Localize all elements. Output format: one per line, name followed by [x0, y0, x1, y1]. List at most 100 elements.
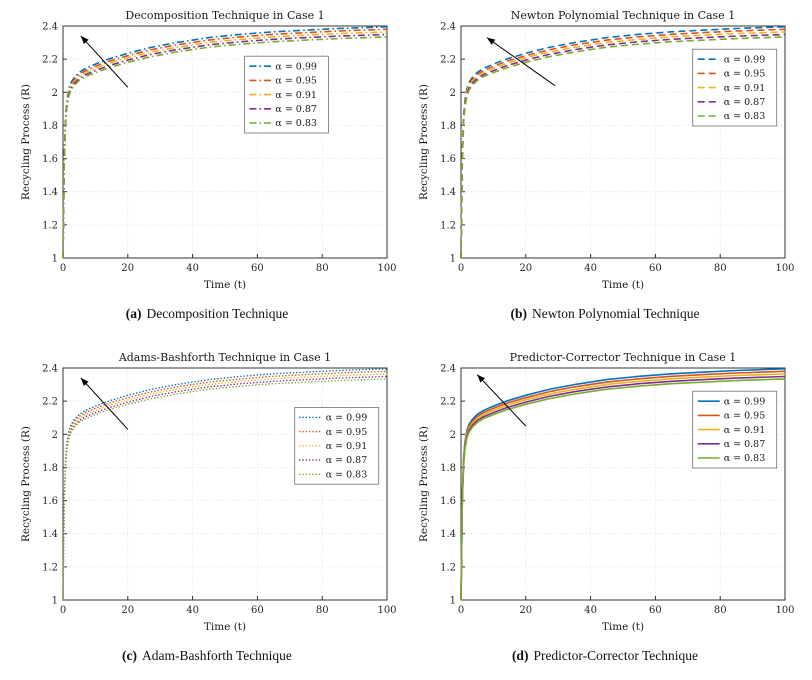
- svg-text:Time (t): Time (t): [204, 279, 246, 291]
- svg-text:1: 1: [450, 254, 456, 265]
- svg-text:Recycling Process (R): Recycling Process (R): [418, 84, 430, 200]
- svg-text:1.2: 1.2: [42, 562, 58, 573]
- svg-text:1.6: 1.6: [440, 496, 456, 507]
- svg-text:1.6: 1.6: [42, 496, 58, 507]
- svg-text:2.2: 2.2: [440, 397, 456, 408]
- svg-text:α = 0.95: α = 0.95: [724, 69, 766, 80]
- svg-text:1.4: 1.4: [440, 529, 456, 540]
- svg-text:α = 0.87: α = 0.87: [326, 455, 368, 466]
- svg-text:α = 0.83: α = 0.83: [326, 469, 368, 480]
- svg-text:2: 2: [52, 430, 58, 441]
- svg-text:0: 0: [60, 263, 66, 274]
- svg-text:0: 0: [458, 605, 464, 616]
- svg-text:2.2: 2.2: [42, 55, 58, 66]
- caption-b-text: Newton Polynomial Technique: [531, 306, 700, 321]
- svg-text:α = 0.91: α = 0.91: [724, 425, 766, 436]
- svg-text:α = 0.87: α = 0.87: [724, 439, 766, 450]
- svg-text:1: 1: [52, 596, 58, 607]
- svg-text:α = 0.87: α = 0.87: [724, 97, 766, 108]
- svg-text:2.4: 2.4: [440, 22, 456, 33]
- svg-text:α = 0.95: α = 0.95: [326, 427, 368, 438]
- svg-text:Decomposition Technique in Cas: Decomposition Technique in Case 1: [125, 9, 324, 22]
- svg-text:α = 0.87: α = 0.87: [275, 104, 317, 115]
- svg-text:1.4: 1.4: [440, 187, 456, 198]
- panel-newton-polynomial: 0 20 40 60 80 100 1 1.2 1.4 1.6 1.8 2 2.2 2.4 Newton P…: [406, 6, 804, 338]
- svg-text:2.4: 2.4: [440, 364, 456, 375]
- svg-text:α = 0.91: α = 0.91: [326, 441, 368, 452]
- adams-bashforth-chart: 0 20 40 60 80 100 1 1.2 1.4 1.6 1.8 2 2.2 2.4 Adams-Ba…: [20, 351, 397, 633]
- caption-b: (b) Newton Polynomial Technique: [510, 306, 699, 322]
- caption-c: (c) Adam-Bashforth Technique: [122, 648, 292, 664]
- caption-c-text: Adam-Bashforth Technique: [142, 648, 292, 663]
- svg-text:1.8: 1.8: [42, 121, 58, 132]
- svg-text:40: 40: [186, 263, 199, 274]
- svg-text:Predictor-Corrector Technique: Predictor-Corrector Technique in Case 1: [510, 351, 737, 364]
- svg-text:α = 0.99: α = 0.99: [724, 396, 766, 407]
- svg-text:20: 20: [519, 605, 532, 616]
- svg-text:20: 20: [519, 263, 532, 274]
- caption-b-label: (b): [510, 306, 527, 321]
- caption-a-label: (a): [125, 306, 142, 321]
- svg-text:1: 1: [450, 596, 456, 607]
- newton-polynomial-chart: 0 20 40 60 80 100 1 1.2 1.4 1.6 1.8 2 2.2 2.4 Newton P…: [418, 9, 795, 291]
- panel-adams-bashforth: 0 20 40 60 80 100 1 1.2 1.4 1.6 1.8 2 2.2 2.4 Adams-Ba…: [8, 348, 406, 680]
- svg-text:1.4: 1.4: [42, 187, 58, 198]
- svg-text:1.8: 1.8: [440, 463, 456, 474]
- svg-text:2.2: 2.2: [42, 397, 58, 408]
- panel-predictor-corrector: 0 20 40 60 80 100 1 1.2 1.4 1.6 1.8 2 2.2 2.4 Predicto…: [406, 348, 804, 680]
- svg-text:α = 0.91: α = 0.91: [724, 83, 766, 94]
- caption-a: (a) Decomposition Technique: [126, 306, 288, 322]
- svg-text:α = 0.99: α = 0.99: [275, 61, 317, 72]
- svg-text:2: 2: [52, 88, 58, 99]
- svg-text:α = 0.83: α = 0.83: [724, 453, 766, 464]
- svg-text:Recycling Process (R): Recycling Process (R): [418, 426, 430, 542]
- svg-text:60: 60: [251, 263, 264, 274]
- svg-text:100: 100: [377, 605, 396, 616]
- svg-text:1.2: 1.2: [440, 220, 456, 231]
- svg-text:Time (t): Time (t): [602, 279, 644, 291]
- svg-text:α = 0.91: α = 0.91: [275, 90, 317, 101]
- svg-text:60: 60: [649, 605, 662, 616]
- decomposition-chart: 0 20 40 60 80 100 1 1.2 1.4 1.6 1.8 2 2.2 2.4 Decompos…: [20, 9, 397, 291]
- svg-text:40: 40: [584, 605, 597, 616]
- svg-text:2.4: 2.4: [42, 22, 58, 33]
- svg-text:Adams-Bashforth Technique in C: Adams-Bashforth Technique in Case 1: [118, 351, 331, 364]
- svg-text:2: 2: [450, 88, 456, 99]
- svg-text:80: 80: [316, 263, 329, 274]
- svg-text:1.8: 1.8: [42, 463, 58, 474]
- svg-text:Recycling Process (R): Recycling Process (R): [20, 84, 32, 200]
- svg-text:α = 0.83: α = 0.83: [724, 111, 766, 122]
- svg-text:40: 40: [186, 605, 199, 616]
- svg-text:α = 0.99: α = 0.99: [724, 54, 766, 65]
- svg-text:60: 60: [251, 605, 264, 616]
- svg-text:100: 100: [775, 263, 794, 274]
- svg-text:20: 20: [121, 605, 134, 616]
- svg-text:80: 80: [714, 263, 727, 274]
- caption-c-label: (c): [122, 648, 138, 663]
- svg-text:60: 60: [649, 263, 662, 274]
- svg-text:1.2: 1.2: [440, 562, 456, 573]
- svg-text:80: 80: [316, 605, 329, 616]
- svg-text:1.6: 1.6: [42, 154, 58, 165]
- predictor-corrector-chart: 0 20 40 60 80 100 1 1.2 1.4 1.6 1.8 2 2.2 2.4 Predicto…: [418, 351, 795, 633]
- svg-text:α = 0.99: α = 0.99: [326, 413, 368, 424]
- svg-text:0: 0: [458, 263, 464, 274]
- svg-text:2: 2: [450, 430, 456, 441]
- svg-text:1.2: 1.2: [42, 220, 58, 231]
- svg-text:2.2: 2.2: [440, 55, 456, 66]
- svg-text:1.8: 1.8: [440, 121, 456, 132]
- svg-text:20: 20: [121, 263, 134, 274]
- caption-a-text: Decomposition Technique: [146, 306, 289, 321]
- caption-d-label: (d): [511, 648, 529, 663]
- svg-text:1.4: 1.4: [42, 529, 58, 540]
- svg-text:α = 0.95: α = 0.95: [724, 411, 766, 422]
- svg-text:α = 0.83: α = 0.83: [275, 118, 317, 129]
- caption-d: (d) Predictor-Corrector Technique: [512, 648, 698, 664]
- svg-text:Time (t): Time (t): [204, 621, 246, 633]
- panel-decomposition: 0 20 40 60 80 100 1 1.2 1.4 1.6 1.8 2 2.2 2.4 Decompos…: [8, 6, 406, 338]
- svg-text:40: 40: [584, 263, 597, 274]
- svg-text:100: 100: [775, 605, 794, 616]
- svg-text:100: 100: [377, 263, 396, 274]
- svg-text:Time (t): Time (t): [602, 621, 644, 633]
